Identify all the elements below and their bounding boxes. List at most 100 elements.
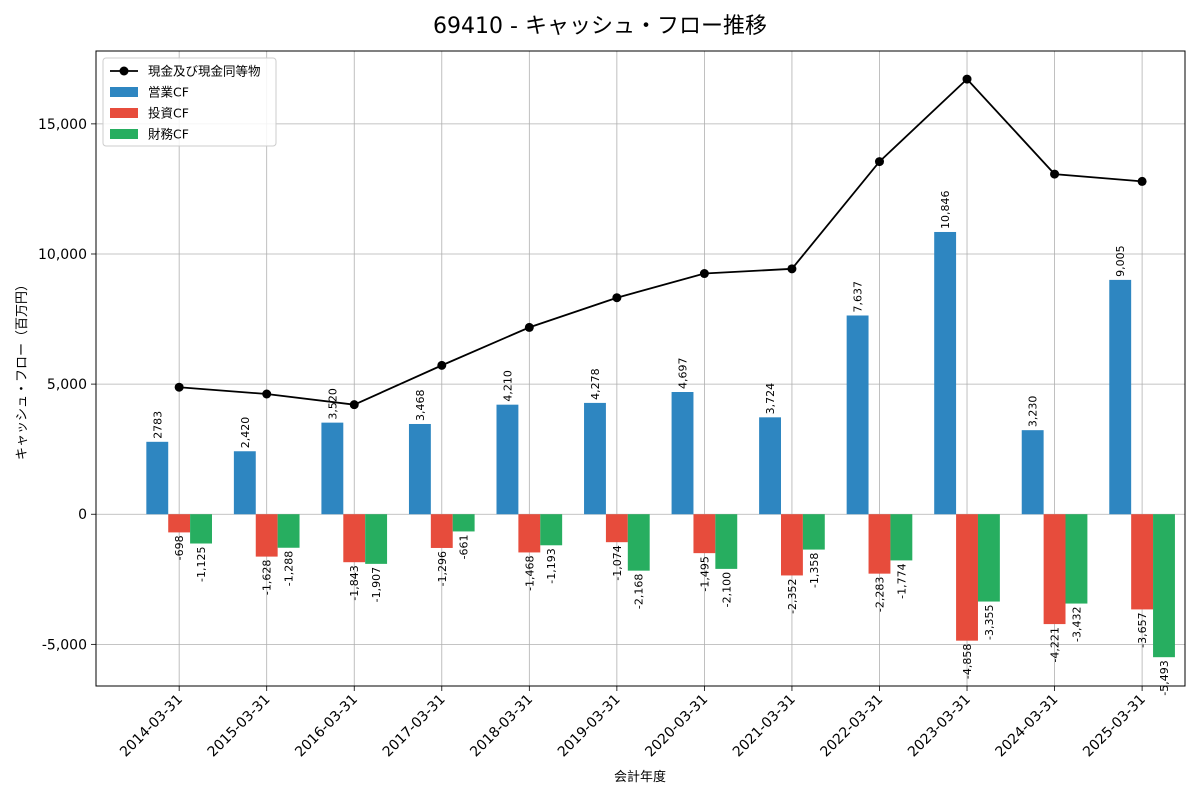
bar-value-label: -1,495 — [698, 556, 711, 591]
x-tick-label: 2025-03-31 — [1080, 692, 1149, 761]
bar-value-label: 3,230 — [1027, 396, 1040, 428]
bar-value-label: -1,296 — [436, 551, 449, 586]
bar-value-label: 4,697 — [677, 358, 690, 390]
bar — [168, 514, 191, 533]
bar — [1065, 514, 1088, 604]
line-point — [437, 360, 447, 370]
x-tick-label: 2014-03-31 — [117, 692, 186, 761]
bar — [1153, 514, 1175, 658]
bar-value-label: -698 — [173, 535, 186, 560]
legend-label: 現金及び現金同等物 — [148, 64, 261, 79]
bar — [496, 404, 519, 515]
legend-label: 財務CF — [148, 127, 189, 142]
bar-value-label: -1,358 — [808, 553, 821, 588]
bar-value-label: 9,005 — [1114, 245, 1127, 277]
bar-value-label: -1,774 — [895, 563, 908, 598]
bar — [977, 514, 1000, 602]
bar — [781, 514, 803, 576]
y-axis-label: キャッシュ・フロー（百万円） — [15, 278, 30, 460]
bar-value-label: 7,637 — [852, 281, 865, 313]
x-tick-label: 2020-03-31 — [642, 692, 711, 761]
bar-value-label: -3,355 — [983, 605, 996, 640]
y-tick-label: 5,000 — [47, 377, 87, 393]
axes-group: -5,000 0 5,000 10,000 15,000 2014-03-31 2015-0… — [38, 50, 1186, 761]
line-point — [787, 264, 797, 274]
line-point — [174, 382, 184, 392]
bars-group — [146, 231, 1175, 658]
bar — [671, 392, 694, 515]
bar-value-label: -1,468 — [523, 555, 536, 590]
y-tick-label: 15,000 — [38, 117, 87, 133]
legend-marker — [119, 66, 129, 76]
bar — [584, 402, 606, 515]
cash-equivalents-line — [179, 77, 1143, 406]
legend-bar-swatch — [110, 108, 138, 118]
legend-label: 営業CF — [148, 85, 189, 100]
legend-bar-swatch — [110, 87, 138, 97]
bar-labels-group: 2783 2,420 3,520 3,468 4,210 4,278 4,697 3,724 7… — [151, 190, 1171, 695]
bar-value-label: 2783 — [151, 411, 164, 439]
bar-value-label: -2,352 — [786, 578, 799, 613]
bar — [343, 514, 366, 563]
bar-value-label: 3,520 — [326, 388, 339, 420]
x-tick-label: 2022-03-31 — [817, 692, 886, 761]
bar — [255, 514, 278, 557]
bar-value-label: -2,168 — [633, 574, 646, 609]
x-axis-label: 会計年度 — [614, 769, 666, 785]
line-point — [1050, 169, 1060, 179]
bar — [605, 514, 628, 543]
bar-value-label: -3,432 — [1070, 607, 1083, 642]
line-point — [699, 269, 709, 279]
bar — [627, 514, 650, 571]
bar-value-label: 10,846 — [939, 190, 952, 229]
x-tick-label: 2018-03-31 — [467, 692, 536, 761]
bar-value-label: -2,283 — [873, 577, 886, 612]
x-tick-label: 2024-03-31 — [993, 692, 1062, 761]
bar-value-label: -5,493 — [1158, 660, 1171, 695]
grid-lines — [96, 51, 1185, 686]
x-tick-label: 2015-03-31 — [205, 692, 274, 761]
chart-title: 69410 - キャッシュ・フロー推移 — [433, 14, 767, 39]
bar-value-label: -1,288 — [283, 551, 296, 586]
bar-value-label: -1,074 — [611, 545, 624, 580]
bar — [452, 514, 475, 532]
plot-frame — [95, 50, 1186, 687]
bar-value-label: -661 — [458, 534, 471, 559]
legend-label: 投資CF — [148, 106, 189, 121]
bar-value-label: 4,278 — [589, 368, 602, 400]
bar — [868, 514, 891, 574]
bar — [518, 514, 541, 553]
bar — [190, 514, 212, 544]
bar — [408, 423, 431, 515]
bar-value-label: -1,907 — [370, 567, 383, 602]
bar — [233, 451, 256, 515]
bar — [1043, 514, 1066, 625]
x-tick-label: 2019-03-31 — [555, 692, 624, 761]
bar-value-label: 3,468 — [414, 389, 427, 421]
bar — [321, 422, 344, 515]
legend-box — [102, 57, 277, 147]
line-series-group — [174, 74, 1147, 410]
bar — [146, 441, 169, 515]
bar — [934, 231, 957, 515]
bar-value-label: -1,125 — [195, 547, 208, 582]
bar-value-label: -3,657 — [1136, 612, 1149, 647]
line-point — [262, 389, 272, 399]
bar — [846, 315, 869, 515]
bar — [956, 514, 978, 641]
x-tick-label: 2021-03-31 — [730, 692, 799, 761]
bar — [1109, 279, 1132, 515]
line-point — [524, 322, 534, 332]
bar — [759, 417, 782, 515]
y-tick-label: 10,000 — [38, 247, 87, 263]
y-tick-label: -5,000 — [42, 637, 87, 653]
x-tick-label: 2023-03-31 — [905, 692, 974, 761]
x-tick-label: 2017-03-31 — [380, 692, 449, 761]
line-point — [349, 400, 359, 410]
bar — [715, 514, 738, 569]
bar-value-label: -1,193 — [545, 548, 558, 583]
bar — [1021, 430, 1044, 515]
bar-value-label: -2,100 — [720, 572, 733, 607]
